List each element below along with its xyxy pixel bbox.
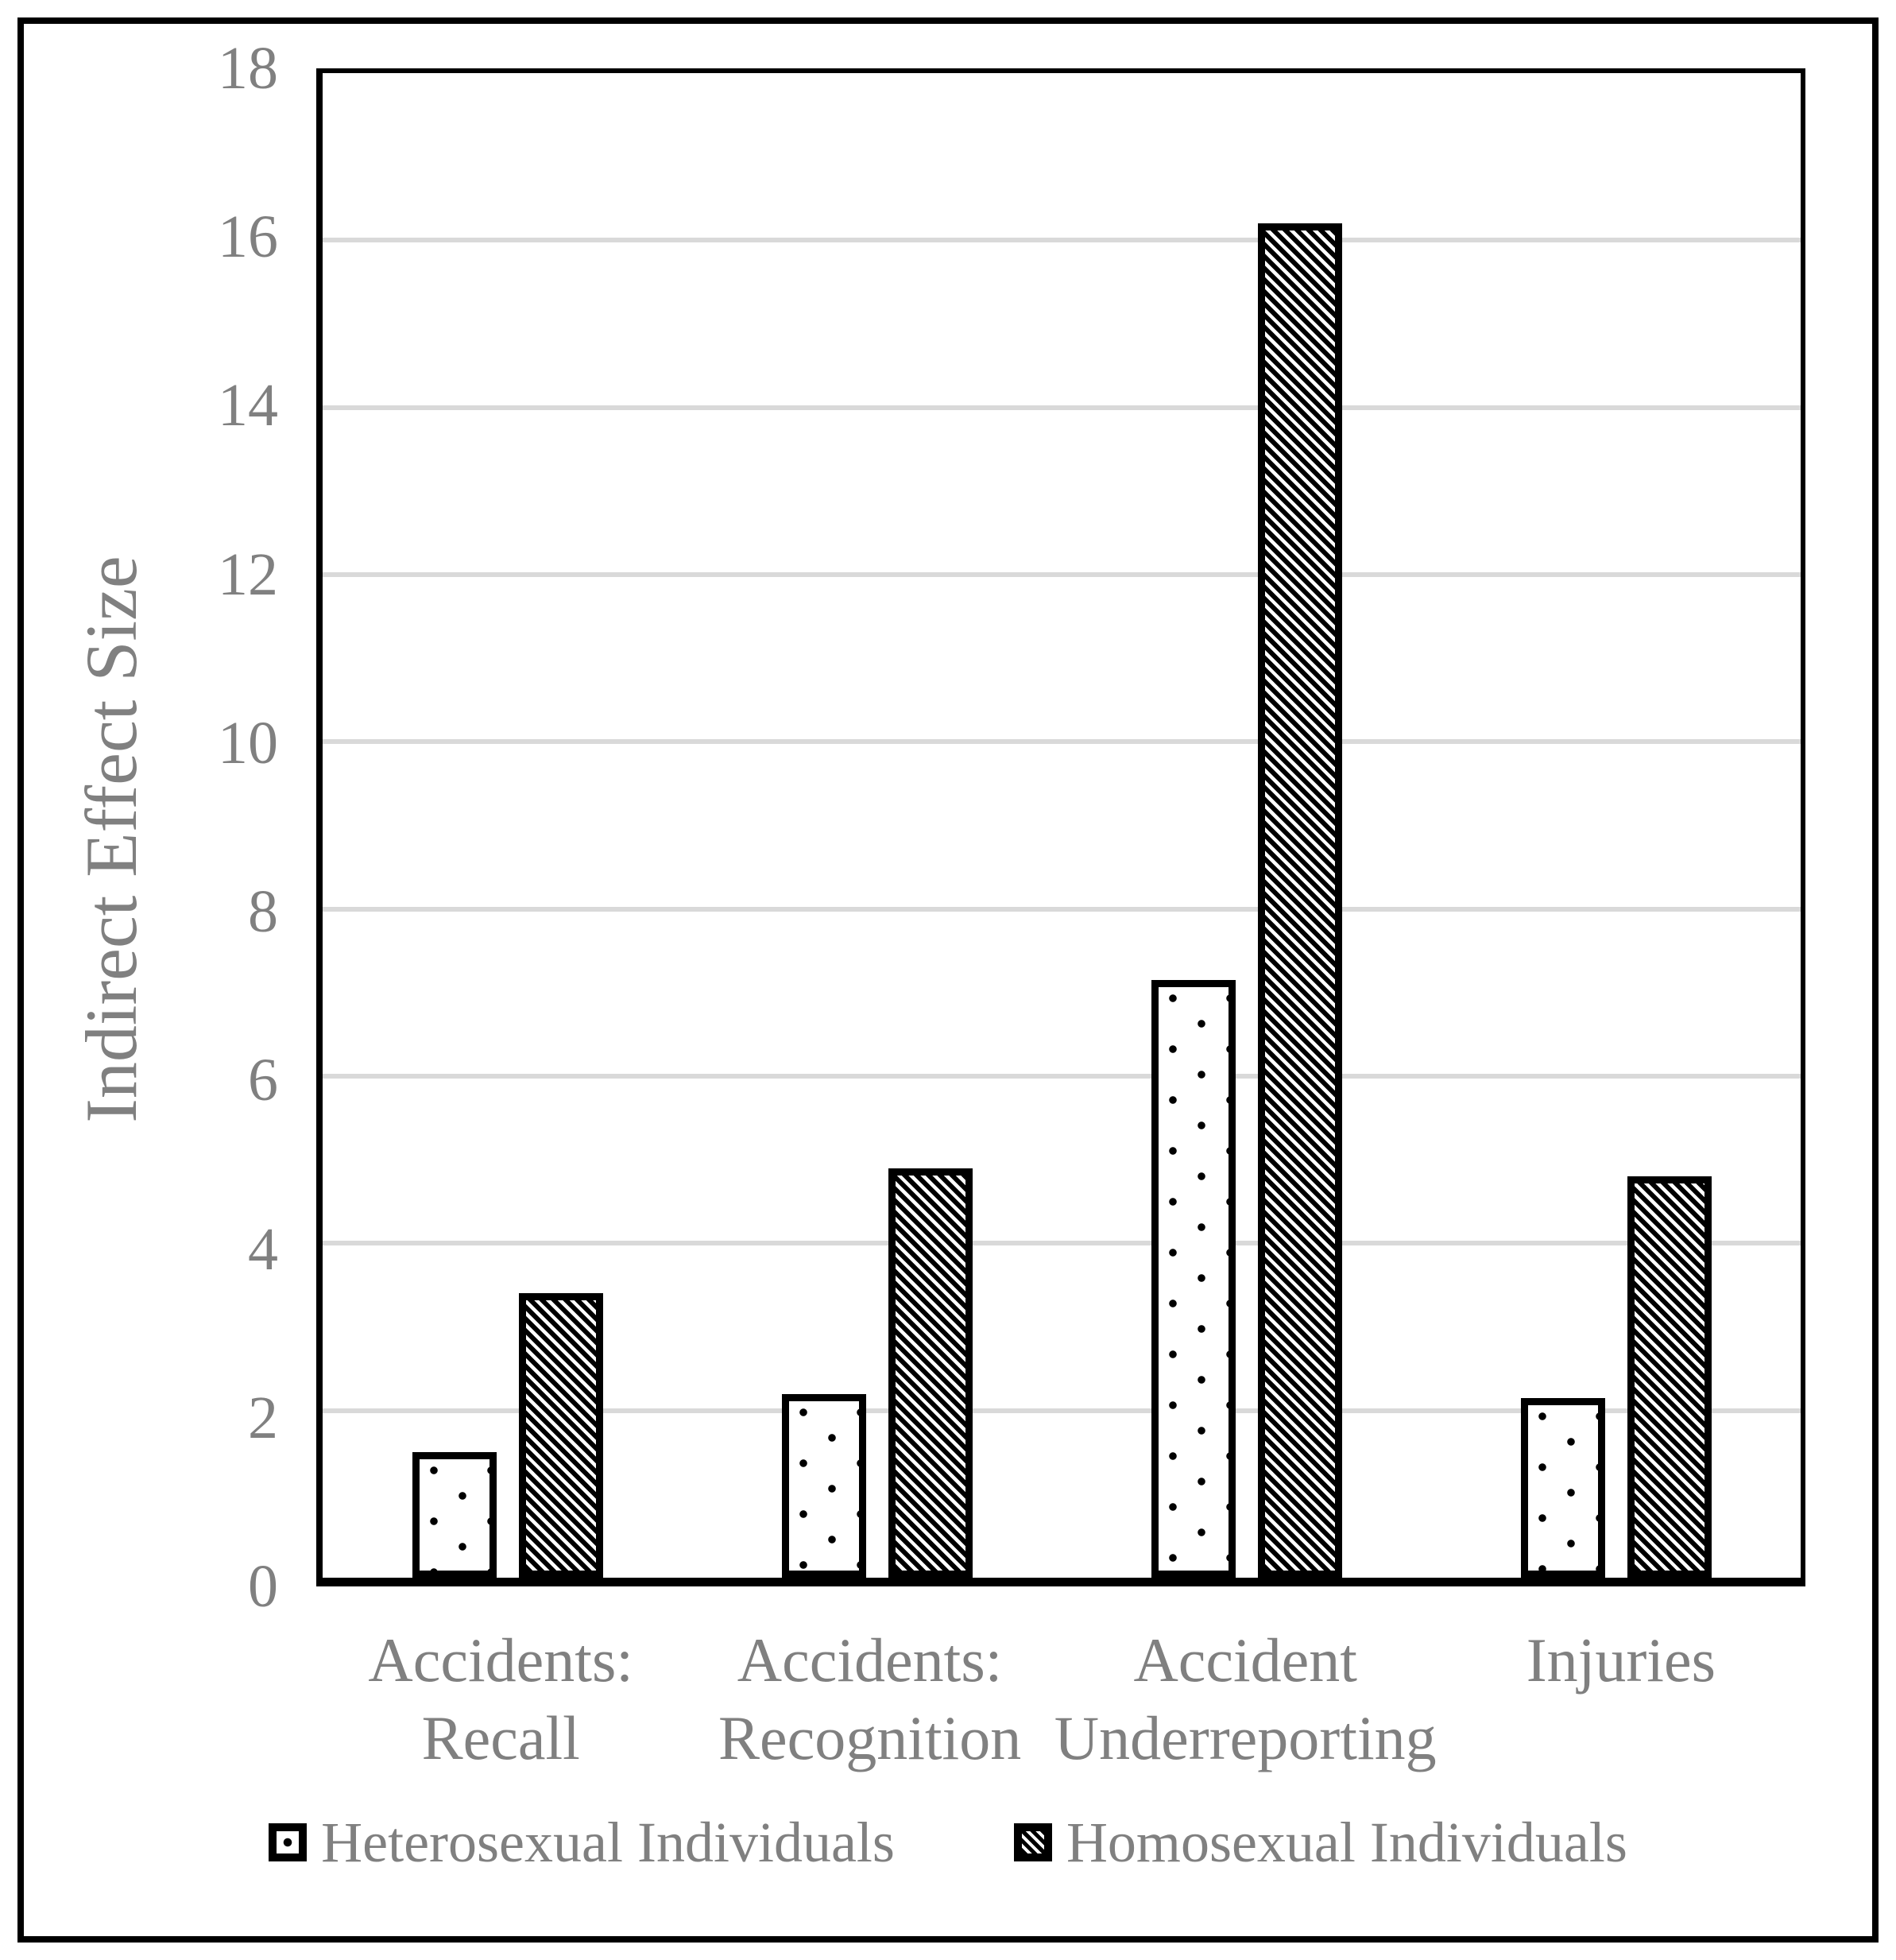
category-group — [323, 73, 692, 1578]
legend: Heterosexual Individuals Homosexual Indiv… — [0, 1814, 1896, 1871]
category-group — [1062, 73, 1431, 1578]
plot-area — [316, 68, 1805, 1586]
y-tick-label: 8 — [248, 878, 278, 946]
legend-entry: Homosexual Individuals — [1013, 1811, 1627, 1874]
y-tick-label: 2 — [248, 1384, 278, 1451]
gridline — [323, 238, 1801, 243]
bars — [323, 73, 1801, 1578]
gridlines — [323, 73, 1801, 1578]
category-group — [692, 73, 1062, 1578]
legend-label: Heterosexual Individuals — [321, 1811, 895, 1874]
y-axis-ticks: 0 2 4 6 8 10 12 14 16 18 — [0, 38, 278, 1617]
y-tick-label: 6 — [248, 1047, 278, 1114]
y-tick-label: 16 — [218, 203, 278, 271]
gridline — [323, 1074, 1801, 1079]
bar — [888, 1168, 973, 1578]
y-tick-label: 12 — [218, 540, 278, 608]
y-tick-label: 10 — [218, 709, 278, 777]
legend-swatch-diagonal-stripes — [1013, 1823, 1052, 1861]
gridline — [323, 405, 1801, 410]
legend-label: Homosexual Individuals — [1066, 1811, 1627, 1874]
gridline — [323, 572, 1801, 578]
bar — [1151, 980, 1236, 1578]
y-tick-label: 14 — [218, 372, 278, 440]
bar — [1257, 223, 1342, 1578]
legend-swatch-dots — [269, 1823, 308, 1861]
x-axis-label: Accidents: Recall — [368, 1625, 633, 1772]
bar — [412, 1452, 497, 1578]
x-axis-label: Accidents: Recognition — [718, 1625, 1022, 1772]
bar — [1627, 1176, 1712, 1578]
gridline — [323, 1408, 1801, 1413]
bar — [518, 1293, 603, 1578]
legend-entry: Heterosexual Individuals — [269, 1814, 895, 1871]
bar — [781, 1393, 866, 1578]
x-axis-label: Accident Underreporting — [1054, 1625, 1437, 1772]
gridline — [323, 906, 1801, 912]
category-group — [1431, 73, 1801, 1578]
y-tick-label: 4 — [248, 1215, 278, 1283]
y-tick-label: 18 — [218, 35, 278, 102]
x-axis-labels: Accidents: Recall Accidents: Recognition A… — [316, 1621, 1805, 1777]
gridline — [323, 739, 1801, 745]
x-axis-label: Injuries — [1526, 1625, 1716, 1695]
bar — [1520, 1397, 1605, 1578]
y-tick-label: 0 — [248, 1553, 278, 1620]
gridline — [323, 1241, 1801, 1246]
